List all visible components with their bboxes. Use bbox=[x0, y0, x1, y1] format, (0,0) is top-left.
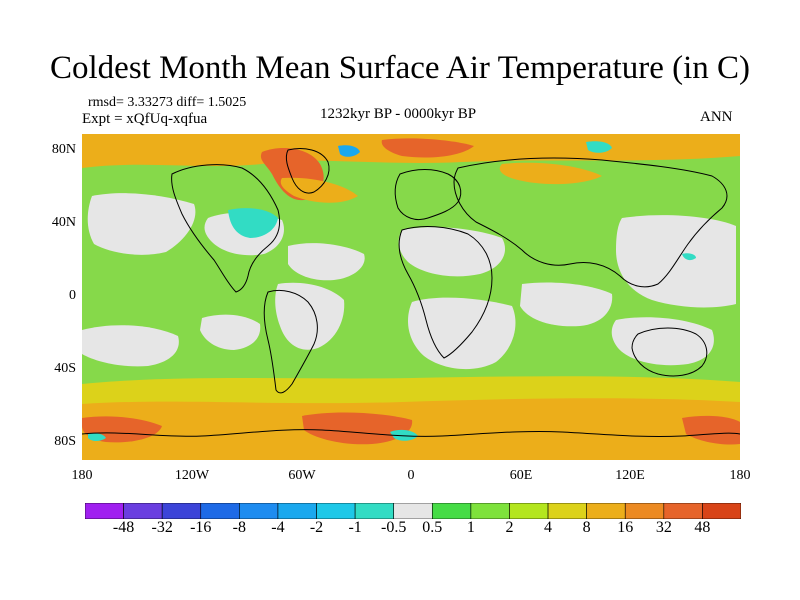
africa-neutral bbox=[408, 297, 516, 370]
antarctic-cool-patch-2 bbox=[88, 433, 106, 441]
siberia-warm-patch bbox=[499, 162, 602, 185]
colorbar-swatch bbox=[277, 503, 317, 519]
australia-neutral bbox=[611, 317, 714, 366]
atlantic-neutral bbox=[288, 243, 365, 281]
colorbar-swatch bbox=[123, 503, 163, 519]
lon-label-60e: 60E bbox=[509, 468, 533, 483]
colorbar-label: 2 bbox=[505, 519, 514, 536]
colorbar bbox=[85, 503, 741, 519]
lon-label-180w: 180 bbox=[71, 468, 93, 483]
colorbar-swatch bbox=[586, 503, 626, 519]
colorbar-label: 8 bbox=[582, 519, 591, 536]
east-antarctic-warm-patch bbox=[682, 415, 740, 445]
colorbar-label: -16 bbox=[190, 519, 212, 536]
lon-label-60w: 60W bbox=[288, 468, 316, 483]
greenland-coast bbox=[285, 148, 330, 194]
colorbar-swatch bbox=[470, 503, 510, 519]
north-america-cool-patch bbox=[228, 208, 278, 238]
colorbar-swatch bbox=[431, 503, 472, 519]
colorbar-label: 4 bbox=[544, 519, 553, 536]
colorbar-swatch bbox=[316, 503, 356, 519]
colorbar-swatch bbox=[85, 503, 124, 519]
australia-coast bbox=[631, 327, 708, 377]
colorbar-label: -4 bbox=[271, 519, 285, 536]
colorbar-label: 32 bbox=[655, 519, 672, 536]
colorbar-label: -48 bbox=[112, 519, 135, 536]
lon-label-180e: 180 bbox=[729, 468, 751, 483]
north-atlantic-warm-patch bbox=[280, 177, 358, 203]
colorbar-label: 1 bbox=[466, 519, 475, 536]
colorbar-swatch bbox=[547, 503, 587, 519]
africa-coast bbox=[398, 226, 493, 359]
colorbar-swatch bbox=[509, 503, 549, 519]
asia-cool-patch bbox=[682, 253, 696, 261]
colorbar-swatch bbox=[354, 503, 395, 519]
lat-label-40n: 40N bbox=[51, 215, 76, 230]
colorbar-label: -8 bbox=[232, 519, 246, 536]
colorbar-label: 0.5 bbox=[422, 519, 443, 536]
lat-label-40s: 40S bbox=[54, 361, 76, 376]
colorbar-swatch bbox=[624, 503, 665, 519]
temperature-field bbox=[82, 134, 740, 460]
arctic-cool-patch bbox=[338, 145, 360, 157]
colorbar-swatch bbox=[161, 503, 202, 519]
north-america-coast bbox=[171, 164, 281, 293]
colorbar-swatch bbox=[663, 503, 703, 519]
colorbar-label: -2 bbox=[309, 519, 324, 536]
temperature-map bbox=[82, 134, 740, 460]
antarctic-coast-band bbox=[82, 398, 740, 460]
experiment-label: Expt = xQfUq-xqfua bbox=[82, 111, 208, 127]
colorbar-swatch bbox=[393, 503, 433, 519]
lat-label-80s: 80S bbox=[54, 434, 76, 449]
colorbar-label: -0.5 bbox=[381, 519, 407, 536]
north-pacific-neutral bbox=[87, 193, 196, 255]
colorbar-swatch bbox=[200, 503, 240, 519]
colorbar-swatch bbox=[702, 503, 741, 519]
colorbar-swatch bbox=[239, 503, 279, 519]
lon-label-120w: 120W bbox=[174, 468, 210, 483]
south-america-coast bbox=[263, 289, 318, 394]
north-africa-neutral bbox=[398, 227, 506, 277]
colorbar-label: -1 bbox=[348, 519, 362, 536]
weddell-warm-patch bbox=[302, 412, 413, 445]
south-america-neutral bbox=[275, 282, 345, 350]
period-label: 1232kyr BP - 0000kyr BP bbox=[320, 106, 477, 122]
europe-coast bbox=[394, 169, 462, 221]
lon-label-0: 0 bbox=[407, 468, 415, 483]
season-label: ANN bbox=[700, 109, 733, 125]
lat-label-equator: 0 bbox=[69, 288, 76, 303]
coastlines bbox=[82, 148, 740, 438]
colorbar-label: -32 bbox=[151, 519, 173, 536]
map-title: Coldest Month Mean Surface Air Temperatu… bbox=[50, 50, 750, 86]
asia-coast bbox=[453, 157, 728, 288]
lat-label-80n: 80N bbox=[51, 142, 76, 157]
colorbar-label: 16 bbox=[617, 519, 634, 536]
indian-ocean-neutral bbox=[520, 282, 613, 327]
lon-label-120e: 120E bbox=[615, 468, 645, 483]
siberia-cool-patch bbox=[586, 141, 612, 153]
antarctica-coast bbox=[82, 429, 740, 438]
southeast-pacific-neutral bbox=[200, 314, 261, 350]
barents-warm-patch bbox=[381, 138, 474, 158]
stats-text: rmsd= 3.33273 diff= 1.5025 bbox=[88, 95, 247, 110]
colorbar-label: 48 bbox=[694, 519, 711, 536]
south-pacific-neutral bbox=[82, 325, 179, 367]
